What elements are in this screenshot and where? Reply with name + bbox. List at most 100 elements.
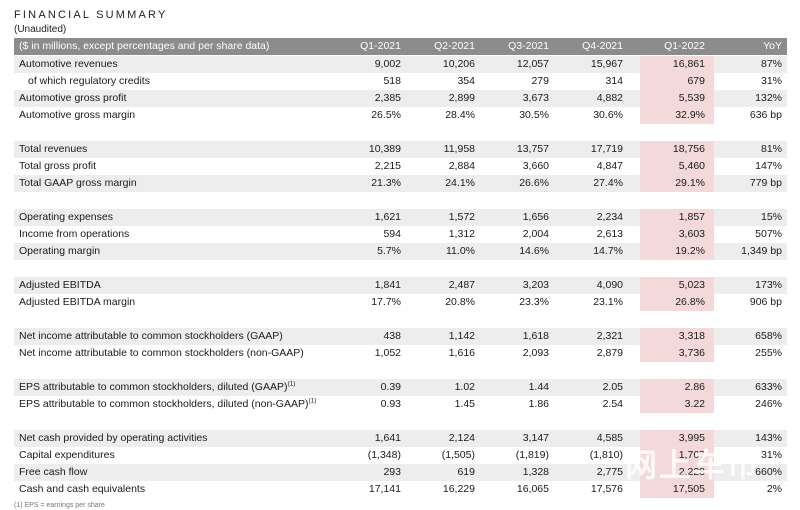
cell: (1,810) — [589, 449, 623, 461]
header-col-yoy: YoY — [763, 40, 782, 52]
cell: 23.3% — [519, 296, 549, 308]
cell: 619 — [457, 466, 475, 478]
highlight-cell — [640, 243, 714, 260]
cell: 2% — [766, 483, 782, 495]
cell: 594 — [383, 228, 401, 240]
cell: 1,656 — [522, 211, 549, 223]
cell: 14.7% — [593, 245, 623, 257]
highlight-cell — [640, 107, 714, 124]
cell: 1,767 — [678, 449, 705, 461]
table-row: EPS attributable to common stockholders,… — [14, 396, 787, 413]
cell: 4,090 — [596, 279, 623, 291]
cell: 29.1% — [675, 177, 705, 189]
row-label: Adjusted EBITDA — [19, 279, 101, 291]
cell: 1.02 — [454, 381, 475, 393]
cell: 633% — [755, 381, 782, 393]
cell: 4,882 — [596, 92, 623, 104]
table-row: EPS attributable to common stockholders,… — [14, 379, 787, 396]
cell: 24.1% — [445, 177, 475, 189]
cell: 2,004 — [522, 228, 549, 240]
footnote-marker: (1) — [287, 380, 296, 388]
cell: 518 — [383, 75, 401, 87]
cell: 26.6% — [519, 177, 549, 189]
table-row: Automotive gross margin 26.5% 28.4% 30.5… — [14, 107, 787, 124]
cell: 279 — [531, 75, 549, 87]
table-row: Net cash provided by operating activitie… — [14, 430, 787, 447]
row-label: Net income attributable to common stockh… — [19, 330, 283, 342]
report-title: FINANCIAL SUMMARY — [14, 9, 168, 21]
table-row: Cash and cash equivalents 17,141 16,229 … — [14, 481, 787, 498]
cell: 17,505 — [672, 483, 705, 495]
table-row: Net income attributable to common stockh… — [14, 328, 787, 345]
header-col-q2-2021: Q2-2021 — [434, 40, 475, 52]
cell: 14.6% — [519, 245, 549, 257]
cell: 1,841 — [374, 279, 401, 291]
cell: 2.54 — [602, 398, 623, 410]
cell: 1,312 — [448, 228, 475, 240]
cell: 26.8% — [675, 296, 705, 308]
cell: 3,603 — [678, 228, 705, 240]
cell: 11.0% — [446, 245, 475, 257]
cell: 314 — [605, 75, 623, 87]
cell: 2,321 — [596, 330, 623, 342]
cell: 658% — [755, 330, 782, 342]
cell: 17,576 — [590, 483, 623, 495]
row-label: Total GAAP gross margin — [19, 177, 137, 189]
footnote-marker: (1) — [308, 397, 317, 405]
table-row: Adjusted EBITDA 1,841 2,487 3,203 4,090 … — [14, 277, 787, 294]
cell: 906 bp — [749, 296, 782, 308]
cell: 2,215 — [374, 160, 401, 172]
cell: 1.45 — [454, 398, 475, 410]
cell: 2,879 — [596, 347, 623, 359]
cell: 17,719 — [590, 143, 623, 155]
cell: 132% — [755, 92, 782, 104]
row-label: EPS attributable to common stockholders,… — [19, 398, 316, 410]
table-row: Automotive revenues 9,002 10,206 12,057 … — [14, 56, 787, 73]
cell: (1,348) — [367, 449, 401, 461]
highlight-cell — [640, 226, 714, 243]
row-label: EPS attributable to common stockholders,… — [19, 381, 295, 393]
cell: 1,621 — [374, 211, 401, 223]
header-col-q3-2021: Q3-2021 — [508, 40, 549, 52]
cell: 0.39 — [380, 381, 401, 393]
cell: 1,641 — [374, 432, 401, 444]
highlight-cell — [640, 379, 714, 396]
table-row: Net income attributable to common stockh… — [14, 345, 787, 362]
highlight-cell — [640, 175, 714, 192]
cell: 11,958 — [443, 143, 475, 155]
cell: 147% — [755, 160, 782, 172]
cell: 16,229 — [442, 483, 475, 495]
cell: 4,585 — [596, 432, 623, 444]
highlight-cell — [640, 345, 714, 362]
table-row: Automotive gross profit 2,385 2,899 3,67… — [14, 90, 787, 107]
cell: 3,736 — [678, 347, 705, 359]
cell: 16,861 — [672, 58, 705, 70]
table-header: ($ in millions, except percentages and p… — [14, 38, 787, 55]
cell: 17.7% — [371, 296, 401, 308]
cell: 30.5% — [519, 109, 549, 121]
header-col-q1-2021: Q1-2021 — [360, 40, 401, 52]
cell: 1.44 — [528, 381, 549, 393]
cell: 3,673 — [522, 92, 549, 104]
highlight-cell — [640, 328, 714, 345]
row-label: Operating margin — [19, 245, 101, 257]
cell: 23.1% — [593, 296, 623, 308]
cell: 31% — [760, 75, 782, 87]
footnote: (1) EPS = earnings per share — [14, 502, 105, 509]
row-label-text: EPS attributable to common stockholders,… — [19, 381, 288, 393]
cell: 19.2% — [675, 245, 705, 257]
cell: 3,147 — [522, 432, 549, 444]
cell: 13,757 — [516, 143, 549, 155]
cell: 438 — [383, 330, 401, 342]
highlight-cell — [640, 464, 714, 481]
cell: 2,487 — [448, 279, 475, 291]
cell: 354 — [457, 75, 475, 87]
row-label: Cash and cash equivalents — [19, 483, 146, 495]
cell: 12,057 — [516, 58, 549, 70]
cell: 1,328 — [522, 466, 549, 478]
cell: 507% — [755, 228, 782, 240]
cell: 779 bp — [749, 177, 782, 189]
highlight-cell — [640, 447, 714, 464]
cell: 9,002 — [374, 58, 401, 70]
cell: 173% — [755, 279, 782, 291]
